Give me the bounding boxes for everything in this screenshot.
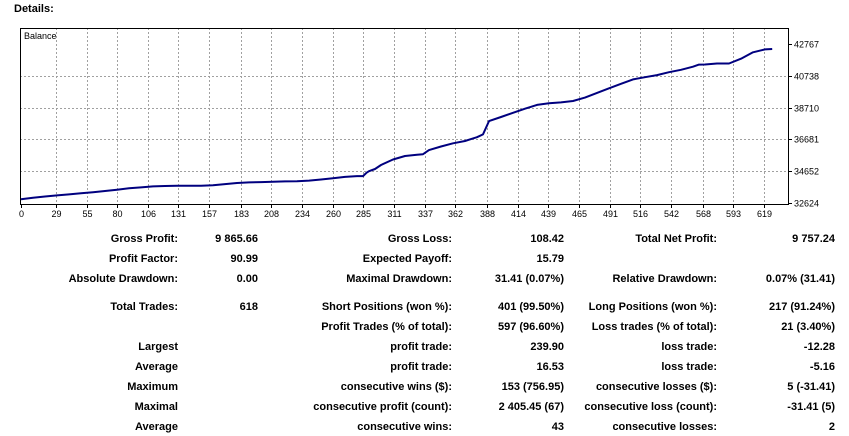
- x-tick-label: 439: [541, 209, 556, 219]
- stat-label-col3: consecutive loss (count):: [584, 401, 717, 413]
- balance-series-line: [20, 48, 773, 201]
- stat-value-col3: 9 757.24: [792, 233, 835, 245]
- y-tick-label: 40738: [794, 72, 819, 82]
- x-tick-label: 29: [51, 209, 61, 219]
- stat-label-col2: consecutive wins:: [357, 421, 452, 433]
- x-tick-label: 491: [603, 209, 618, 219]
- stat-label-col1: Largest: [138, 341, 178, 353]
- stat-label-col1: Maximal: [134, 401, 178, 413]
- x-tick-label: 285: [356, 209, 371, 219]
- stat-value-col2: 16.53: [536, 361, 564, 373]
- stat-value-col3: -5.16: [809, 361, 835, 373]
- stat-label-col2: Profit Trades (% of total):: [321, 321, 452, 333]
- x-tick-label: 619: [757, 209, 772, 219]
- stat-value-col1: 9 865.66: [215, 233, 258, 245]
- x-tick-label: 80: [112, 209, 122, 219]
- stat-label-col2: consecutive profit (count):: [313, 401, 452, 413]
- stat-label-col2: profit trade:: [390, 341, 452, 353]
- x-tick-label: 260: [326, 209, 341, 219]
- stat-label-col2: Maximal Drawdown:: [346, 273, 452, 285]
- stat-label-col2: profit trade:: [390, 361, 452, 373]
- stat-value-col2: 2 405.45 (67): [498, 401, 564, 413]
- stat-value-col3: -12.28: [803, 341, 835, 353]
- stat-value-col3: 217 (91.24%): [768, 301, 835, 313]
- stat-label-col2: Gross Loss:: [387, 233, 452, 245]
- x-tick-label: 208: [264, 209, 279, 219]
- stat-value-col3: 2: [828, 421, 835, 433]
- x-tick-label: 234: [295, 209, 310, 219]
- stat-label-col3: Long Positions (won %):: [588, 301, 717, 313]
- stat-value-col2: 239.90: [530, 341, 564, 353]
- stat-label-col3: loss trade:: [661, 341, 717, 353]
- stat-label-col3: loss trade:: [661, 361, 717, 373]
- stat-label-col3: Relative Drawdown:: [612, 273, 717, 285]
- stat-label-col1: Profit Factor:: [108, 253, 178, 265]
- x-tick-label: 542: [664, 209, 679, 219]
- x-tick-label: 568: [696, 209, 711, 219]
- x-tick-label: 157: [202, 209, 217, 219]
- stat-label-col1: Total Trades:: [110, 301, 178, 313]
- stat-label-col3: Total Net Profit:: [635, 233, 717, 245]
- balance-chart: Balance 0 29 55 80 106 131 157 183 208 234 260 285 3…: [19, 28, 819, 219]
- x-tick-label: 55: [82, 209, 92, 219]
- plot-frame: [20, 28, 789, 205]
- y-tick-label: 34652: [794, 167, 819, 177]
- stat-value-col3: -31.41 (5): [787, 401, 835, 413]
- x-tick-label: 465: [572, 209, 587, 219]
- stat-value-col2: 15.79: [536, 253, 564, 265]
- stat-value-col2: 31.41 (0.07%): [494, 273, 564, 285]
- details-title: Details:: [14, 3, 54, 15]
- stat-value-col3: 21 (3.40%): [781, 321, 835, 333]
- stat-label-col1: Absolute Drawdown:: [68, 273, 178, 285]
- y-tick-label: 38710: [794, 104, 819, 114]
- y-tick-label: 36681: [794, 135, 819, 145]
- x-tick-label: 131: [171, 209, 186, 219]
- stat-value-col3: 5 (-31.41): [787, 381, 835, 393]
- x-tick-label: 106: [141, 209, 156, 219]
- stat-value-col1: 0.00: [236, 273, 258, 285]
- y-tick-label: 42767: [794, 40, 819, 50]
- stat-value-col3: 0.07% (31.41): [765, 273, 835, 285]
- x-tick-label: 516: [633, 209, 648, 219]
- x-tick-label: 362: [448, 209, 463, 219]
- x-tick-label: 388: [480, 209, 495, 219]
- stat-label-col2: Short Positions (won %):: [321, 301, 452, 313]
- x-tick-label: 593: [726, 209, 741, 219]
- stat-label-col1: Average: [134, 421, 178, 433]
- x-tick-label: 183: [234, 209, 249, 219]
- x-tick-label: 414: [511, 209, 526, 219]
- stat-value-col1: 90.99: [230, 253, 258, 265]
- x-tick-label: 337: [418, 209, 433, 219]
- stat-label-col2: consecutive wins ($):: [340, 381, 452, 393]
- stat-label-col3: consecutive losses ($):: [595, 381, 717, 393]
- x-tick-label: 311: [387, 209, 401, 219]
- stat-value-col2: 43: [551, 421, 564, 433]
- stat-value-col2: 108.42: [530, 233, 564, 245]
- stat-value-col2: 597 (96.60%): [497, 321, 564, 333]
- stat-label-col1: Maximum: [127, 381, 178, 393]
- stat-label-col1: Average: [134, 361, 178, 373]
- stat-label-col2: Expected Payoff:: [362, 253, 452, 265]
- stat-label-col3: consecutive losses:: [612, 421, 717, 433]
- stat-label-col1: Gross Profit:: [110, 233, 178, 245]
- stat-label-col3: Loss trades (% of total):: [591, 321, 717, 333]
- chart-title: Balance: [24, 31, 57, 41]
- y-tick-label: 32624: [794, 199, 819, 209]
- stat-value-col2: 401 (99.50%): [497, 301, 564, 313]
- x-tick-label: 0: [19, 209, 24, 219]
- stat-value-col2: 153 (756.95): [501, 381, 564, 393]
- stat-value-col1: 618: [239, 301, 258, 313]
